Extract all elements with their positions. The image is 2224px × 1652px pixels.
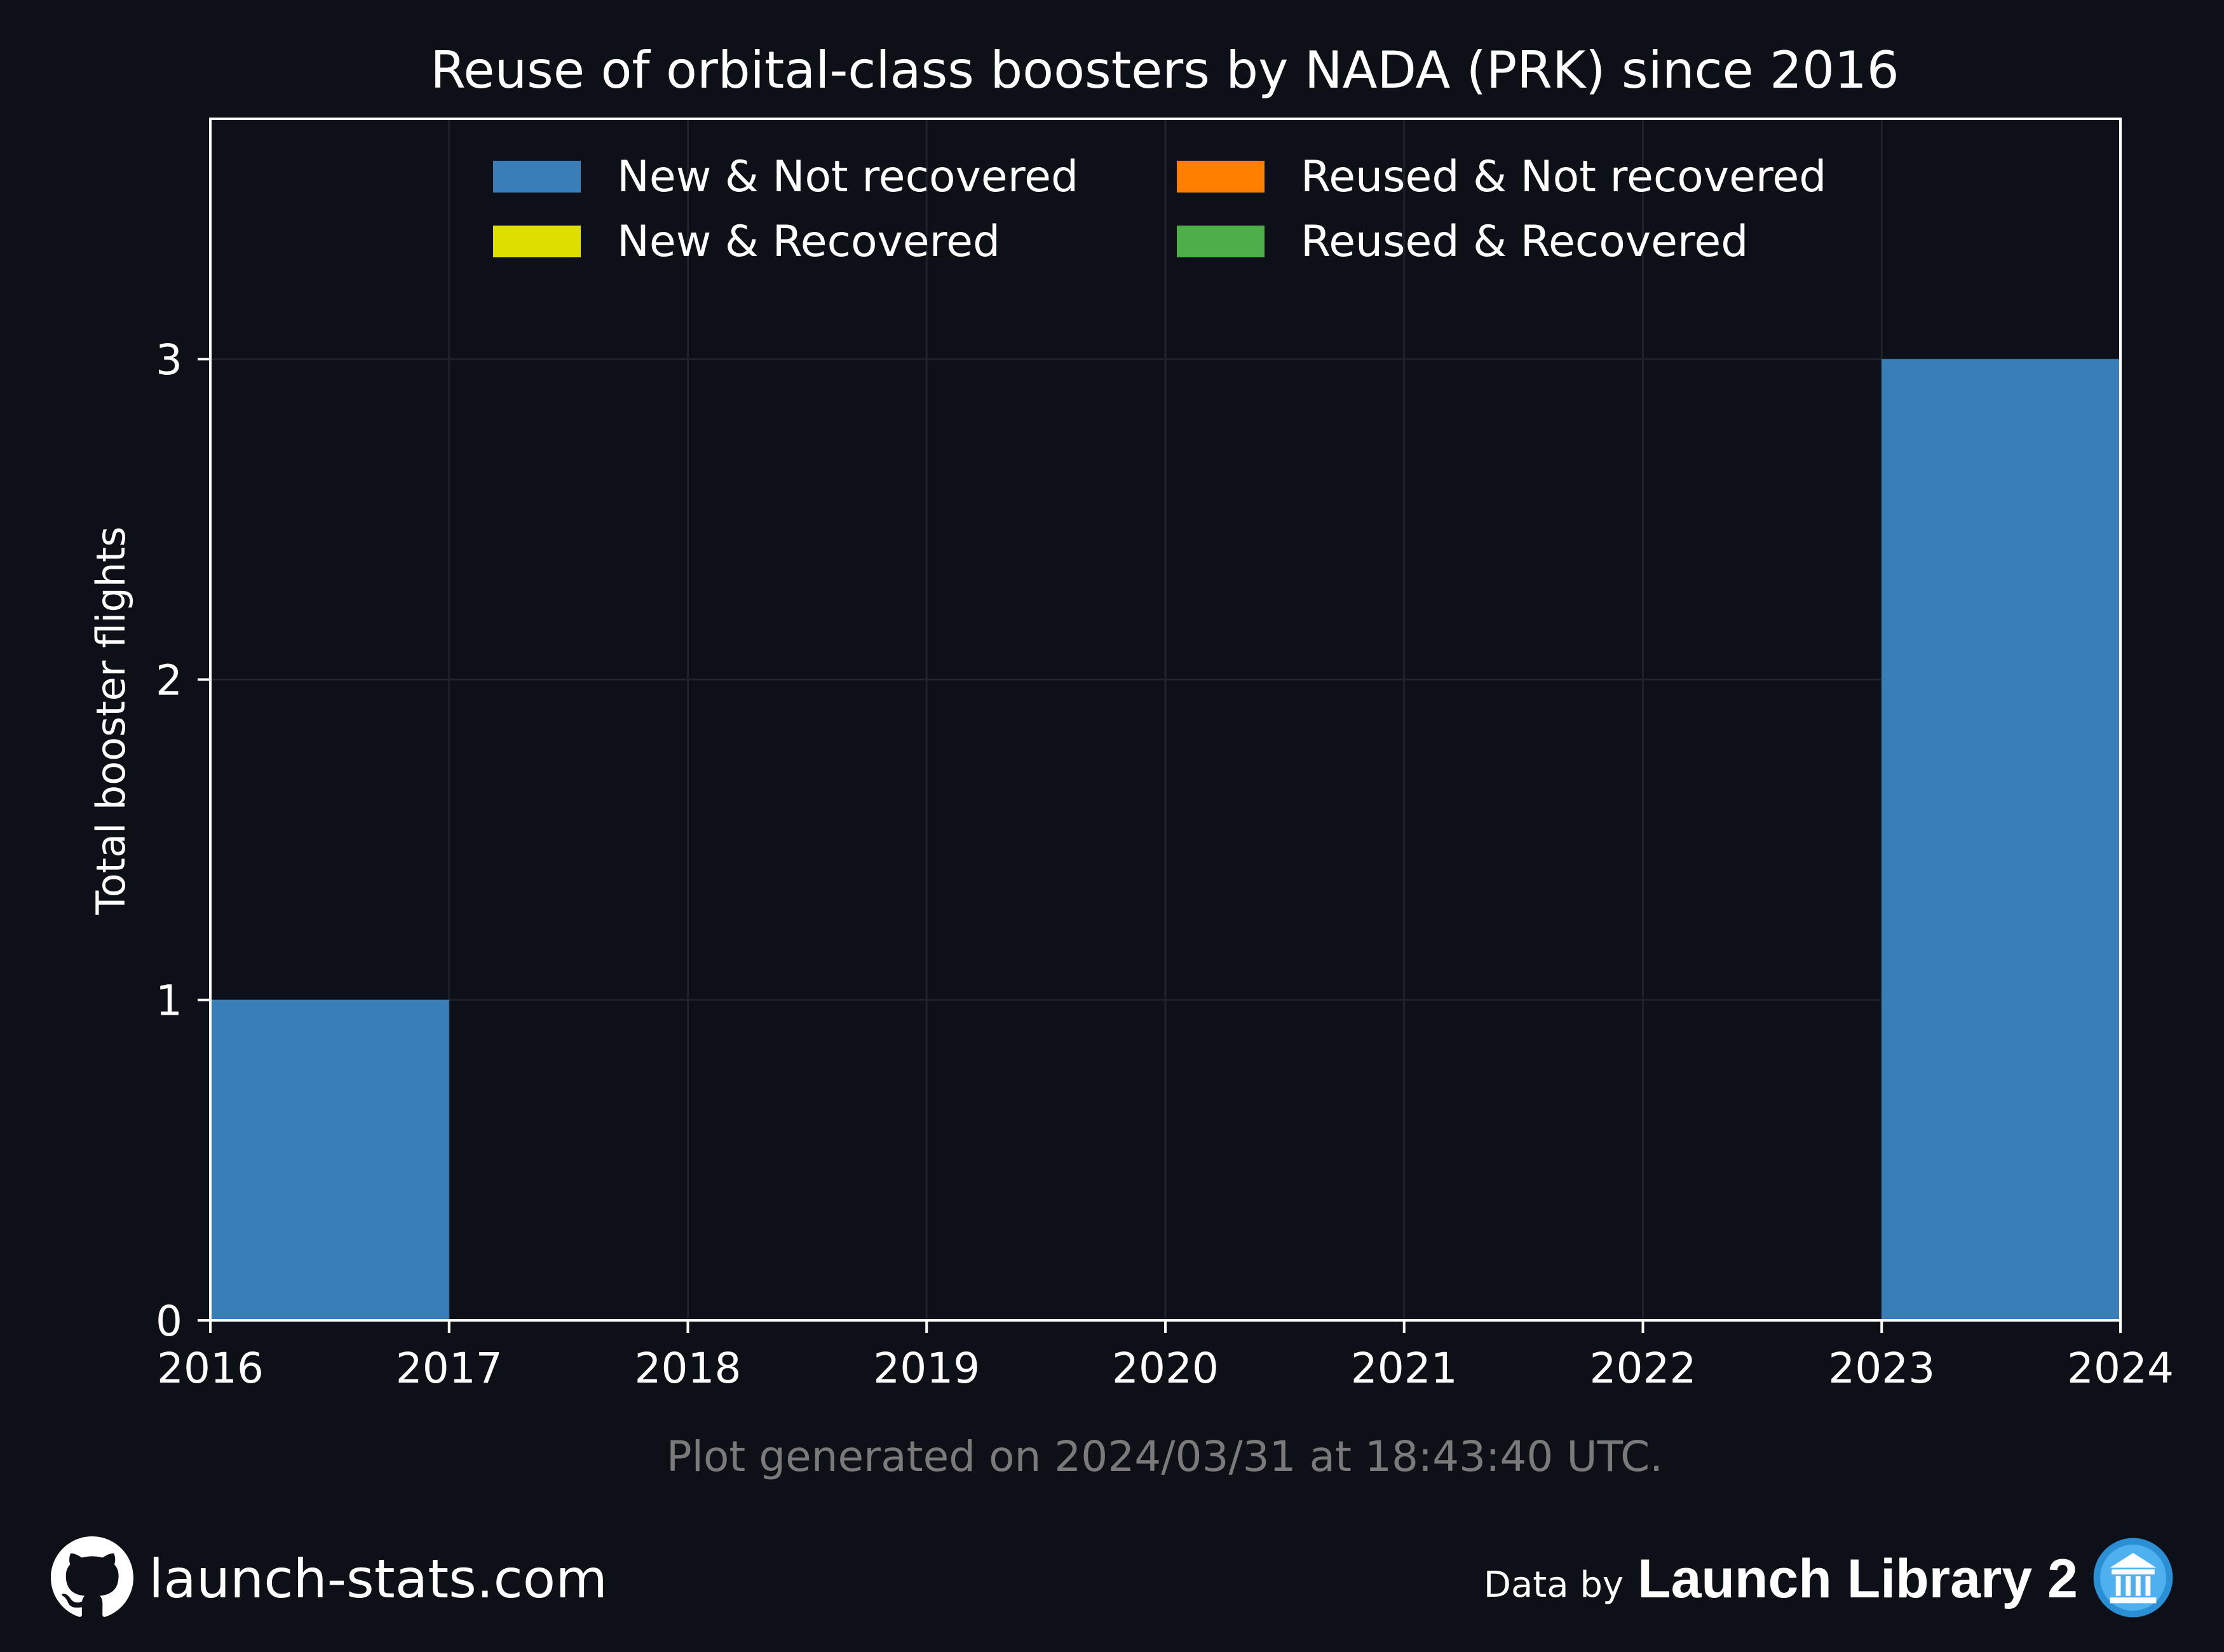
chart-title: Reuse of orbital-class boosters by NADA … xyxy=(430,41,1899,100)
x-tick-label: 2022 xyxy=(1590,1344,1697,1393)
x-tick-label: 2018 xyxy=(635,1344,742,1393)
x-tick-label: 2019 xyxy=(873,1344,980,1393)
grid-lines xyxy=(209,119,2122,1322)
x-tick-label: 2016 xyxy=(157,1344,264,1393)
legend-swatch xyxy=(1177,161,1265,193)
x-tick-label: 2017 xyxy=(396,1344,503,1393)
legend-label: New & Not recovered xyxy=(617,152,1078,202)
y-axis-label: Total booster flights xyxy=(88,526,134,915)
y-tick-label: 3 xyxy=(156,335,182,384)
site-link[interactable]: launch-stats.com xyxy=(149,1548,607,1610)
footer-attribution[interactable]: Data by Launch Library 2 xyxy=(1484,1531,2174,1627)
x-tick-label: 2023 xyxy=(1828,1344,1935,1393)
legend-swatch xyxy=(493,161,581,193)
legend-swatch xyxy=(1177,226,1265,257)
y-tick-label: 1 xyxy=(156,977,182,1026)
bar xyxy=(1882,359,2120,1321)
data-by-label: Data by xyxy=(1483,1564,1624,1606)
bar xyxy=(210,999,449,1320)
x-tick-label: 2021 xyxy=(1351,1344,1458,1393)
x-axis-ticks: 2016 2017 2018 2019 2020 2021 2022 2023 2024 xyxy=(157,1320,2174,1393)
x-tick-label: 2024 xyxy=(2067,1344,2174,1393)
y-tick-label: 2 xyxy=(156,656,182,705)
bars xyxy=(210,359,2120,1321)
legend-label: Reused & Recovered xyxy=(1301,217,1748,267)
y-tick-label: 0 xyxy=(156,1297,182,1346)
github-icon xyxy=(51,1536,133,1622)
legend-label: Reused & Not recovered xyxy=(1301,152,1826,202)
legend-swatch xyxy=(493,226,581,257)
brand-name[interactable]: Launch Library 2 xyxy=(1637,1548,2078,1609)
legend: New & Not recovered New & Recovered Reused… xyxy=(493,152,1826,267)
y-axis-ticks: 0 1 2 3 xyxy=(156,335,210,1346)
legend-label: New & Recovered xyxy=(617,217,1000,267)
generated-caption: Plot generated on 2024/03/31 at 18:43:40… xyxy=(667,1432,1663,1481)
launch-library-logo-icon xyxy=(2092,1536,2174,1622)
footer-site[interactable]: launch-stats.com xyxy=(51,1536,607,1622)
x-tick-label: 2020 xyxy=(1112,1344,1219,1393)
